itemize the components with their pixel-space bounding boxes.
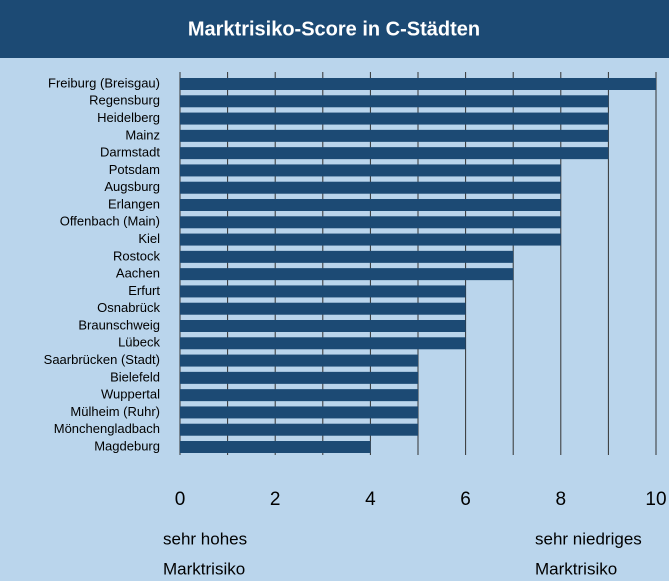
- bar: [180, 268, 514, 281]
- bar: [180, 441, 371, 453]
- bar: [180, 199, 561, 211]
- axis-annotation: sehr niedriges: [535, 529, 642, 548]
- y-tick-label: Aachen: [116, 266, 160, 281]
- y-tick-label: Bielefeld: [110, 369, 160, 384]
- y-tick-label: Augsburg: [104, 179, 160, 194]
- y-tick-label: Potsdam: [109, 162, 160, 177]
- x-tick-label: 0: [175, 489, 186, 510]
- y-tick-label: Heidelberg: [97, 110, 160, 125]
- bar: [180, 129, 609, 142]
- y-tick-label: Lübeck: [118, 335, 160, 350]
- bar: [180, 320, 466, 332]
- x-tick-label: 8: [556, 489, 567, 510]
- y-tick-label: Mülheim (Ruhr): [70, 404, 160, 419]
- y-tick-label: Kiel: [138, 231, 160, 246]
- y-tick-label: Regensburg: [89, 93, 160, 108]
- y-tick-label: Mainz: [125, 127, 160, 142]
- title-bar: [0, 0, 669, 58]
- bar: [180, 164, 561, 177]
- chart-title: Marktrisiko-Score in C-Städten: [188, 18, 480, 40]
- bar: [180, 112, 609, 125]
- x-tick-label: 6: [460, 489, 471, 510]
- bar: [180, 423, 418, 436]
- x-tick-label: 4: [365, 489, 376, 510]
- bar: [180, 95, 609, 108]
- bar: [180, 337, 466, 350]
- y-tick-label: Offenbach (Main): [60, 214, 160, 229]
- y-tick-label: Erlangen: [108, 196, 160, 211]
- bar: [180, 181, 561, 194]
- bar: [180, 78, 656, 90]
- x-tick-label: 10: [645, 489, 666, 510]
- bar: [180, 371, 418, 384]
- y-tick-label: Erfurt: [128, 283, 160, 298]
- bar: [180, 302, 466, 315]
- y-tick-label: Saarbrücken (Stadt): [44, 352, 160, 367]
- axis-annotation: sehr hohes: [163, 529, 247, 548]
- y-tick-label: Darmstadt: [100, 145, 160, 160]
- axis-annotation: Marktrisiko: [535, 559, 617, 578]
- x-tick-label: 2: [270, 489, 281, 510]
- bar: [180, 250, 514, 263]
- bar: [180, 233, 561, 246]
- bar: [180, 389, 418, 402]
- bar: [180, 285, 466, 298]
- y-tick-label: Braunschweig: [78, 317, 160, 332]
- y-tick-label: Osnabrück: [97, 300, 160, 315]
- y-tick-label: Magdeburg: [94, 438, 160, 453]
- y-tick-label: Mönchengladbach: [54, 421, 160, 436]
- y-tick-label: Freiburg (Breisgau): [48, 75, 160, 90]
- bar: [180, 147, 609, 160]
- y-tick-label: Wuppertal: [101, 387, 160, 402]
- bar: [180, 406, 418, 419]
- bar: [180, 354, 418, 367]
- axis-annotation: Marktrisiko: [163, 559, 245, 578]
- bar: [180, 216, 561, 229]
- y-tick-label: Rostock: [113, 248, 160, 263]
